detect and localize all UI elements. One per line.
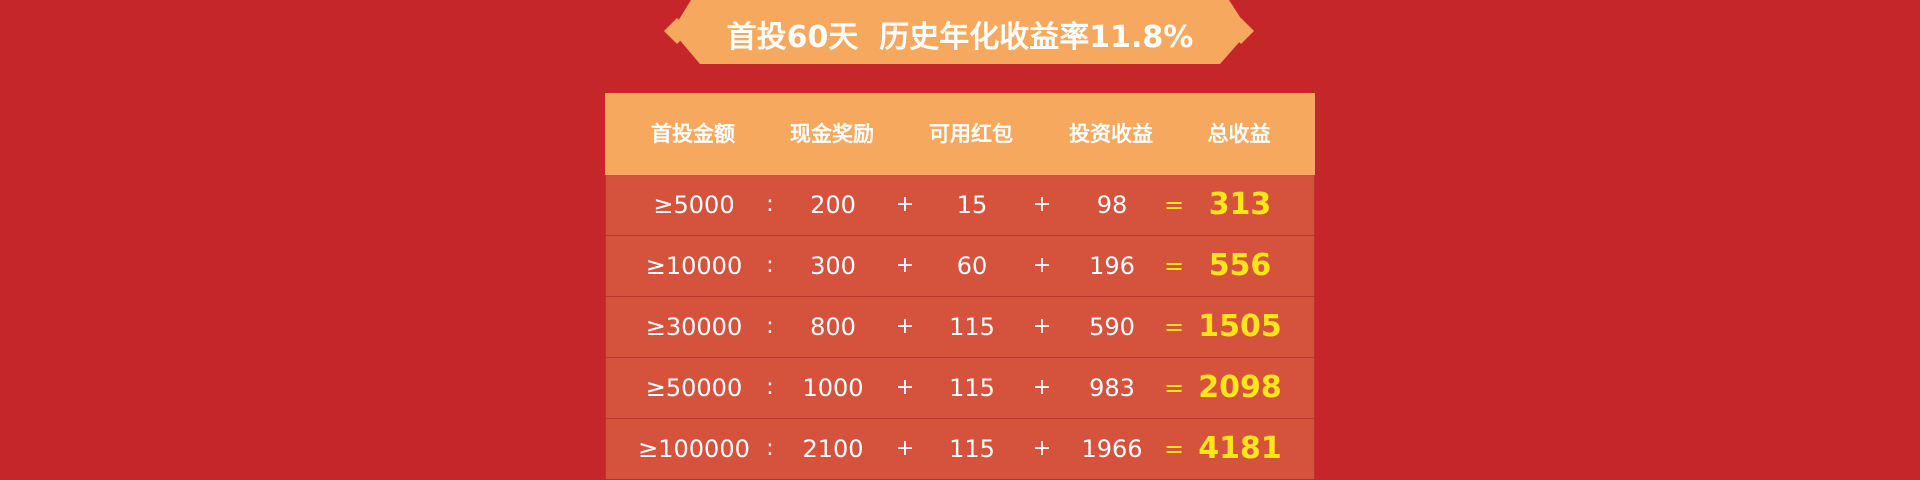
cell-plus: + (895, 314, 915, 339)
cell-amount: ≥100000 (638, 435, 750, 463)
banner-ribbon-shape (664, 0, 1254, 64)
cell-income: 196 (1089, 252, 1135, 280)
cell-equals: = (1163, 252, 1185, 280)
row-divider (606, 418, 1314, 419)
cell-colon: : (766, 375, 774, 400)
banner-title: 首投60天 历史年化收益率11.8% (726, 20, 1194, 55)
rewards-table: 首投金额 现金奖励 可用红包 投资收益 总收益 ≥5000 : 200 + 15… (605, 93, 1315, 479)
cell-plus: + (895, 253, 915, 278)
row-divider (606, 235, 1314, 236)
cell-cash: 200 (810, 191, 856, 219)
cell-cash: 2100 (802, 435, 864, 463)
banner-main-ribbon (672, 0, 1249, 64)
cell-red-packet: 115 (949, 374, 995, 402)
header-total-income: 总收益 (1207, 122, 1271, 146)
cell-cash: 800 (810, 313, 856, 341)
row-divider (606, 357, 1314, 358)
header-first-investment-amount: 首投金额 (651, 122, 735, 146)
cell-total: 4181 (1198, 431, 1282, 466)
header-cash-reward: 现金奖励 (790, 122, 874, 146)
cell-plus: + (895, 436, 915, 461)
cell-plus: + (895, 192, 915, 217)
table-row: ≥50000 : 1000 + 115 + 983 = 2098 (605, 358, 1315, 419)
table-row: ≥10000 : 300 + 60 + 196 = 556 (605, 236, 1315, 297)
table-body: ≥5000 : 200 + 15 + 98 = 313 ≥10000 : 300… (605, 175, 1315, 479)
table-header: 首投金额 现金奖励 可用红包 投资收益 总收益 (605, 93, 1315, 175)
cell-cash: 300 (810, 252, 856, 280)
cell-red-packet: 115 (949, 435, 995, 463)
cell-red-packet: 15 (956, 191, 988, 219)
cell-income: 590 (1089, 313, 1135, 341)
cell-amount: ≥5000 (653, 191, 735, 219)
cell-cash: 1000 (802, 374, 864, 402)
cell-colon: : (766, 436, 774, 461)
cell-red-packet: 115 (949, 313, 995, 341)
row-divider (606, 296, 1314, 297)
cell-amount: ≥30000 (645, 313, 743, 341)
cell-income: 1966 (1081, 435, 1143, 463)
cell-plus: + (1032, 192, 1052, 217)
header-investment-income: 投资收益 (1069, 122, 1153, 146)
cell-colon: : (766, 314, 774, 339)
cell-equals: = (1163, 313, 1185, 341)
cell-income: 98 (1096, 191, 1128, 219)
cell-total: 2098 (1198, 370, 1282, 405)
cell-plus: + (1032, 314, 1052, 339)
cell-amount: ≥50000 (645, 374, 743, 402)
cell-income: 983 (1089, 374, 1135, 402)
cell-plus: + (1032, 436, 1052, 461)
cell-equals: = (1163, 374, 1185, 402)
header-available-red-packet: 可用红包 (929, 122, 1013, 146)
cell-total: 556 (1208, 248, 1272, 283)
cell-equals: = (1163, 435, 1185, 463)
cell-red-packet: 60 (956, 252, 988, 280)
cell-amount: ≥10000 (645, 252, 743, 280)
table-row: ≥30000 : 800 + 115 + 590 = 1505 (605, 297, 1315, 358)
cell-colon: : (766, 192, 774, 217)
promo-banner: 首投60天 历史年化收益率11.8% (0, 0, 1920, 70)
cell-total: 1505 (1198, 309, 1282, 344)
cell-plus: + (895, 375, 915, 400)
cell-plus: + (1032, 375, 1052, 400)
cell-colon: : (766, 253, 774, 278)
cell-equals: = (1163, 191, 1185, 219)
cell-total: 313 (1208, 187, 1272, 222)
table-row: ≥5000 : 200 + 15 + 98 = 313 (605, 175, 1315, 236)
table-row: ≥100000 : 2100 + 115 + 1966 = 4181 (605, 419, 1315, 479)
cell-plus: + (1032, 253, 1052, 278)
